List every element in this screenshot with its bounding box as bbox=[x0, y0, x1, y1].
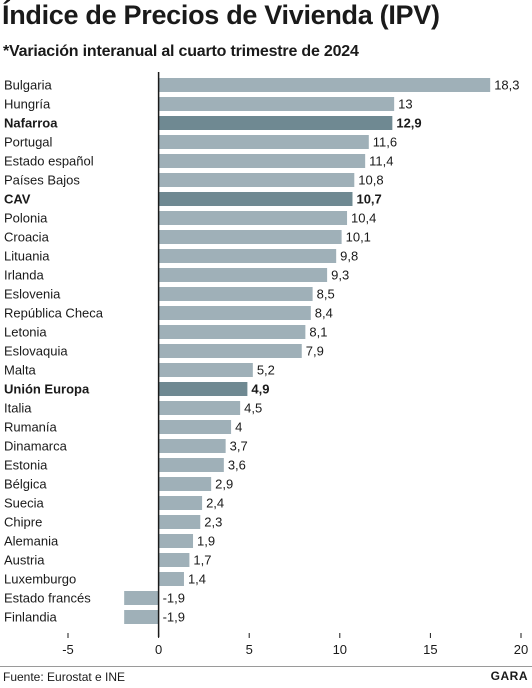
category-label: Rumanía bbox=[4, 420, 58, 435]
x-tick-label: 5 bbox=[246, 642, 253, 657]
category-label: Luxemburgo bbox=[4, 572, 76, 587]
category-label: Dinamarca bbox=[4, 439, 68, 454]
category-label: Hungría bbox=[4, 97, 51, 112]
bar bbox=[158, 325, 306, 339]
value-label: 8,1 bbox=[309, 325, 327, 340]
category-label: Estonia bbox=[4, 458, 48, 473]
bar bbox=[158, 515, 201, 529]
x-tick-label: 15 bbox=[423, 642, 437, 657]
bar bbox=[158, 249, 337, 263]
category-label: Lituania bbox=[4, 249, 50, 264]
category-label: Irlanda bbox=[4, 268, 45, 283]
category-label: Bélgica bbox=[4, 477, 47, 492]
value-label: 3,7 bbox=[230, 439, 248, 454]
value-label: 10,7 bbox=[356, 192, 381, 207]
bar bbox=[158, 344, 302, 358]
value-label: -1,9 bbox=[163, 591, 185, 606]
bar bbox=[158, 553, 190, 567]
chart-title: Índice de Precios de Vivienda (IPV) bbox=[2, 0, 440, 30]
bar bbox=[158, 230, 342, 244]
category-label: Suecia bbox=[4, 496, 45, 511]
bar bbox=[158, 572, 184, 586]
value-label: 4,9 bbox=[251, 382, 269, 397]
bar bbox=[158, 363, 253, 377]
bar bbox=[158, 116, 393, 130]
x-tick-label: 10 bbox=[333, 642, 347, 657]
category-label: Finlandia bbox=[4, 610, 58, 625]
value-label: 8,4 bbox=[315, 306, 333, 321]
bar bbox=[158, 135, 369, 149]
bar bbox=[158, 496, 203, 510]
value-label: 3,6 bbox=[228, 458, 246, 473]
x-tick-label: 0 bbox=[155, 642, 162, 657]
value-label: -1,9 bbox=[163, 610, 185, 625]
bar-chart: Bulgaria 18,3 Hungría 13 Nafarroa 12,9 Portuga… bbox=[4, 72, 528, 657]
value-label: 2,3 bbox=[204, 515, 222, 530]
bar bbox=[158, 287, 313, 301]
value-label: 9,3 bbox=[331, 268, 349, 283]
category-label: Italia bbox=[4, 401, 32, 416]
footer-divider bbox=[0, 666, 532, 667]
bar bbox=[124, 610, 159, 624]
value-label: 9,8 bbox=[340, 249, 358, 264]
value-label: 10,1 bbox=[346, 230, 371, 245]
category-label: Croacia bbox=[4, 230, 50, 245]
bar bbox=[158, 477, 212, 491]
value-label: 10,8 bbox=[358, 173, 383, 188]
category-label: CAV bbox=[4, 192, 31, 207]
category-label: Eslovaquia bbox=[4, 344, 68, 359]
bar bbox=[158, 192, 353, 206]
value-label: 18,3 bbox=[494, 78, 519, 93]
value-label: 5,2 bbox=[257, 363, 275, 378]
value-label: 13 bbox=[398, 97, 412, 112]
category-label: Nafarroa bbox=[4, 116, 58, 131]
bar bbox=[158, 458, 224, 472]
category-label: Estado francés bbox=[4, 591, 91, 606]
value-label: 4 bbox=[235, 420, 242, 435]
value-label: 2,9 bbox=[215, 477, 233, 492]
value-label: 1,9 bbox=[197, 534, 215, 549]
bar bbox=[158, 534, 194, 548]
bar bbox=[158, 268, 328, 282]
bar bbox=[158, 173, 355, 187]
value-label: 1,4 bbox=[188, 572, 206, 587]
value-label: 2,4 bbox=[206, 496, 224, 511]
bar bbox=[158, 154, 366, 168]
category-label: Malta bbox=[4, 363, 37, 378]
brand-logo: GARA bbox=[490, 669, 528, 683]
bar bbox=[158, 420, 232, 434]
value-label: 12,9 bbox=[396, 116, 421, 131]
bar bbox=[158, 439, 226, 453]
bar bbox=[158, 211, 348, 225]
category-label: Portugal bbox=[4, 135, 53, 150]
source-note: Fuente: Eurostat e INE bbox=[3, 670, 126, 684]
category-label: Chipre bbox=[4, 515, 42, 530]
category-label: Estado español bbox=[4, 154, 94, 169]
chart-subtitle: *Variación interanual al cuarto trimestr… bbox=[3, 43, 359, 60]
value-label: 11,4 bbox=[369, 154, 393, 169]
category-label: Letonia bbox=[4, 325, 47, 340]
value-label: 8,5 bbox=[317, 287, 335, 302]
value-label: 11,6 bbox=[373, 135, 397, 150]
category-label: Eslovenia bbox=[4, 287, 61, 302]
category-label: Alemania bbox=[4, 534, 59, 549]
value-label: 10,4 bbox=[351, 211, 376, 226]
bar bbox=[158, 78, 491, 92]
category-label: Polonia bbox=[4, 211, 48, 226]
bar bbox=[124, 591, 159, 605]
bar bbox=[158, 401, 241, 415]
x-tick-label: -5 bbox=[62, 642, 74, 657]
value-label: 4,5 bbox=[244, 401, 262, 416]
x-tick-label: 20 bbox=[514, 642, 528, 657]
bar bbox=[158, 306, 311, 320]
bar bbox=[158, 382, 248, 396]
category-label: Unión Europa bbox=[4, 382, 90, 397]
category-label: Bulgaria bbox=[4, 78, 52, 93]
value-label: 7,9 bbox=[306, 344, 324, 359]
bar bbox=[158, 97, 395, 111]
category-label: República Checa bbox=[4, 306, 104, 321]
category-label: Austria bbox=[4, 553, 45, 568]
value-label: 1,7 bbox=[193, 553, 211, 568]
category-label: Países Bajos bbox=[4, 173, 80, 188]
